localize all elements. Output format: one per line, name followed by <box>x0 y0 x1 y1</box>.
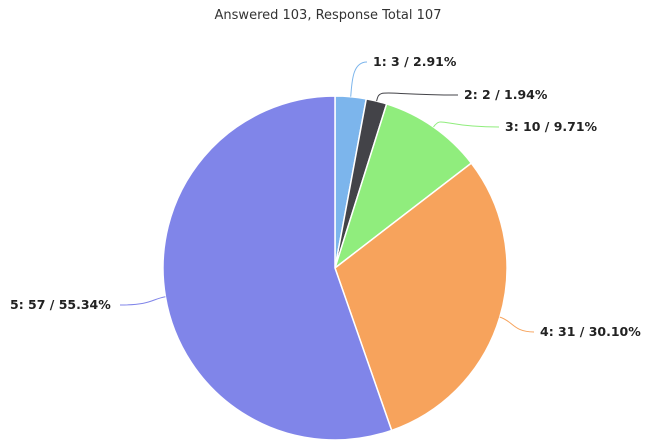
slice-label-1: 1: 3 / 2.91% <box>373 54 457 69</box>
connector-3 <box>433 121 500 128</box>
chart-title: Answered 103, Response Total 107 <box>215 8 442 23</box>
pie-slices <box>162 95 508 441</box>
slice-label-3: 3: 10 / 9.71% <box>505 119 598 134</box>
slice-label-4: 4: 31 / 30.10% <box>540 324 641 339</box>
connector-1 <box>350 61 368 97</box>
slice-label-5: 5: 57 / 55.34% <box>10 297 111 312</box>
connector-5 <box>119 296 166 306</box>
label-connectors <box>119 61 535 333</box>
connector-2 <box>376 92 459 102</box>
slice-labels: 1: 3 / 2.91% 2: 2 / 1.94% 3: 10 / 9.71% 4: … <box>10 54 641 339</box>
slice-label-2: 2: 2 / 1.94% <box>464 87 548 102</box>
pie-slice-5 <box>162 95 393 441</box>
connector-4 <box>499 316 535 333</box>
pie-slice-3 <box>333 102 473 271</box>
